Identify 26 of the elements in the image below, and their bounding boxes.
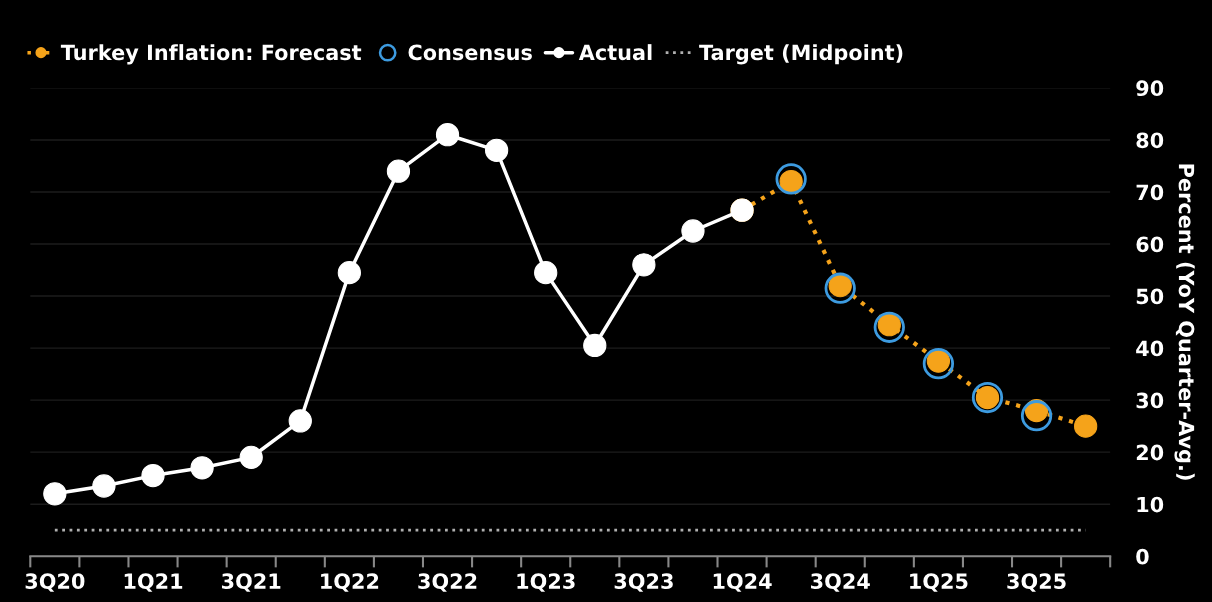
- legend-label: Target (Midpoint): [699, 44, 903, 65]
- y-tick-label: 10: [1137, 496, 1164, 513]
- y-tick-label: 70: [1136, 184, 1164, 201]
- y-tick-label: 0: [1136, 548, 1149, 565]
- x-tick-label: 3Q22: [418, 573, 477, 592]
- legend-label: Turkey Inflation: Forecast: [60, 44, 362, 65]
- x-tick-label: 3Q25: [1007, 573, 1066, 592]
- x-tick-label: 1Q23: [517, 573, 575, 592]
- x-tick-label: 1Q22: [321, 573, 379, 592]
- y-tick-label: 50: [1136, 288, 1164, 305]
- x-tick-label: 3Q24: [811, 573, 870, 592]
- x-tick-label: 1Q24: [713, 573, 772, 592]
- y-tick-label: 80: [1136, 132, 1164, 149]
- y-tick-label: 60: [1136, 236, 1164, 253]
- y-axis-title: Percent (YoY Quarter-Avg.): [1174, 164, 1195, 480]
- y-tick-label: 30: [1136, 392, 1164, 409]
- legend-label: Actual: [578, 44, 652, 61]
- x-tick-label: 1Q21: [124, 573, 183, 592]
- x-tick-label: 1Q25: [910, 573, 968, 592]
- legend-label: Consensus: [408, 44, 532, 61]
- y-tick-label: 90: [1136, 80, 1164, 97]
- x-tick-label: 3Q23: [614, 573, 673, 592]
- y-tick-label: 40: [1136, 340, 1164, 357]
- x-tick-label: 3Q21: [221, 573, 281, 592]
- x-tick-label: 3Q20: [25, 573, 85, 592]
- y-tick-label: 20: [1136, 444, 1164, 461]
